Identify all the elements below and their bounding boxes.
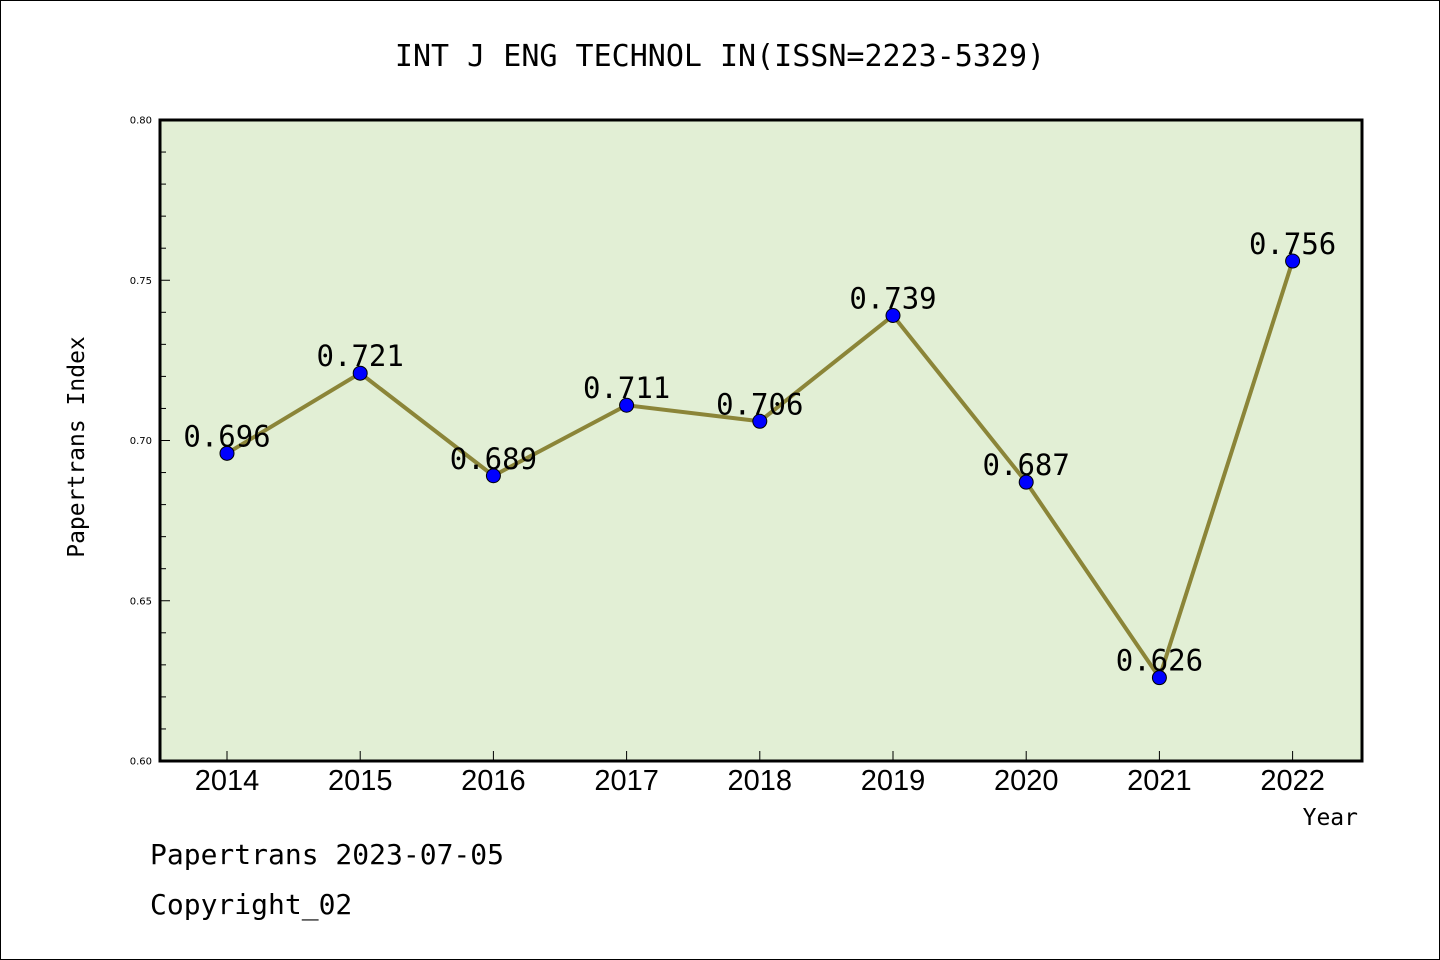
y-tick-label: 0.75 <box>130 276 152 287</box>
x-tick-label: 2017 <box>594 765 659 797</box>
data-label: 0.706 <box>716 387 803 421</box>
x-tick-label: 2015 <box>328 765 393 797</box>
data-point <box>619 397 635 413</box>
data-label: 0.711 <box>583 371 670 405</box>
x-tick-label: 2020 <box>994 765 1059 797</box>
plot-area <box>158 118 1364 763</box>
data-point <box>219 445 235 461</box>
data-point <box>1285 253 1301 269</box>
data-label: 0.756 <box>1249 227 1336 261</box>
y-tick-label: 0.65 <box>130 596 152 607</box>
footer-copyright: Copyright_02 <box>150 888 352 922</box>
data-point <box>752 413 768 429</box>
data-point <box>485 468 501 484</box>
x-axis: 2014 2015 2016 2017 2018 2019 2020 2021 2022 <box>195 751 1325 797</box>
series-layer: 0.696 0.721 0.689 0.711 0.706 0.739 0.687 0.626… <box>183 227 1336 686</box>
data-label: 0.689 <box>450 442 537 476</box>
y-axis-label: Papertrans Index <box>64 336 90 558</box>
y-axis: 0.60 0.65 0.70 0.75 0.80 <box>130 116 170 768</box>
x-tick-label: 2019 <box>861 765 926 797</box>
x-tick-label: 2021 <box>1127 765 1192 797</box>
x-tick-label: 2018 <box>728 765 793 797</box>
y-tick-label: 0.70 <box>130 436 152 447</box>
data-point <box>1151 670 1167 686</box>
footer-date: Papertrans 2023-07-05 <box>150 838 504 871</box>
data-point <box>352 365 368 381</box>
data-label: 0.696 <box>183 419 270 453</box>
y-tick-label: 0.60 <box>130 757 152 768</box>
x-tick-label: 2014 <box>195 765 260 797</box>
chart-title: INT J ENG TECHNOL IN(ISSN=2223-5329) <box>395 39 1045 74</box>
data-label: 0.687 <box>983 448 1070 482</box>
x-tick-label: 2022 <box>1260 765 1325 797</box>
x-axis-label: Year <box>1303 805 1358 831</box>
data-label: 0.739 <box>849 282 936 316</box>
data-label: 0.626 <box>1116 644 1203 678</box>
data-label: 0.721 <box>317 339 404 373</box>
data-point <box>885 308 901 324</box>
y-tick-label: 0.80 <box>130 116 152 127</box>
data-point <box>1018 474 1034 490</box>
x-tick-label: 2016 <box>461 765 526 797</box>
